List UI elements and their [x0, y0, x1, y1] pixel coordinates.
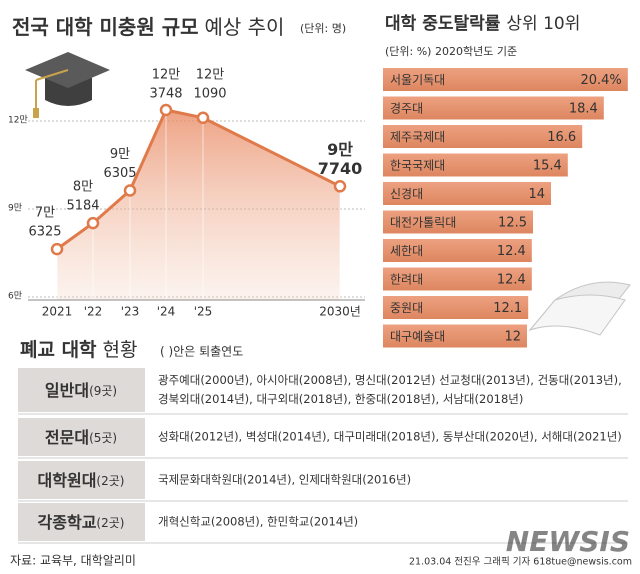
- category-label: 세한대: [390, 244, 423, 258]
- row-category: 대학원대: [38, 471, 97, 490]
- value-label: 14: [528, 187, 545, 202]
- row-category: 각종학교: [38, 513, 97, 532]
- value-label: 12.5: [498, 216, 527, 231]
- category-label: 중원대: [390, 301, 423, 315]
- value-label: 15.4: [533, 159, 562, 174]
- y-tick-label: 9만: [8, 203, 22, 214]
- bar: [383, 296, 529, 319]
- value-label: 7740: [318, 159, 363, 178]
- row-count: (2곳): [96, 516, 124, 530]
- row-label: 대학원대(2곳): [38, 471, 125, 490]
- chart-title: 대학 중도탈락률 상위 10위: [385, 13, 580, 34]
- row-label-box: [18, 418, 145, 456]
- row-count: (2곳): [96, 474, 124, 488]
- area: [57, 110, 340, 301]
- y-tick-label: 6만: [8, 291, 22, 302]
- row-schools: 광주예대(2000년), 아시아대(2008년), 명신대(2012년) 선교청…: [158, 373, 622, 387]
- point: [333, 180, 347, 193]
- row-schools: 개혁신학교(2008년), 한민학교(2014년): [158, 515, 358, 529]
- title-bold: 대학 중도탈락률: [385, 13, 501, 34]
- value-label: 1090: [193, 86, 226, 101]
- category-label: 제주국제대: [390, 130, 445, 144]
- chart-subtitle: (단위: %) 2020학년도 기준: [385, 45, 517, 58]
- x-tick-label: '24: [157, 305, 176, 319]
- row-schools: 경북외대(2014년), 대구외대(2018년), 한중대(2018년), 서남…: [158, 392, 523, 406]
- category-label: 경주대: [390, 102, 423, 116]
- value-label: 6305: [103, 166, 136, 181]
- row-count: (5곳): [89, 431, 117, 445]
- value-label: 18.4: [569, 102, 598, 117]
- value-label: 12.4: [497, 244, 526, 259]
- bar: [383, 182, 551, 205]
- category-label: 신경대: [390, 187, 423, 201]
- bar: [383, 210, 533, 234]
- value-label: 8만: [73, 180, 93, 195]
- category-label: 한국국제대: [390, 159, 445, 173]
- cap-icon: [25, 52, 110, 118]
- value-label: 12만: [152, 68, 181, 83]
- row-label-box: [18, 368, 145, 412]
- category-label: 대전가톨릭대: [390, 216, 456, 230]
- chart-title: 전국 대학 미충원 규모 예상 추이: [12, 15, 284, 39]
- x-tick-label: '25: [194, 305, 213, 319]
- x-tick-label: 2030년: [319, 305, 361, 319]
- value-label: 9만: [327, 140, 353, 159]
- row-label-box: [18, 503, 145, 541]
- bar: [383, 68, 628, 91]
- bar: [383, 153, 568, 177]
- value-label: 5184: [66, 199, 99, 214]
- bar: [383, 239, 532, 262]
- value-label: 12.1: [493, 301, 522, 316]
- row-schools: 성화대(2012년), 벽성대(2014년), 대구미래대(2018년), 동부…: [158, 430, 622, 444]
- chart-subtitle: (단위: 명): [300, 22, 346, 35]
- value-label: 20.4%: [580, 73, 621, 88]
- category-label: 서울기독대: [390, 73, 445, 87]
- row-label: 각종학교(2곳): [38, 513, 125, 532]
- x-tick-label: '23: [121, 305, 140, 319]
- category-label: 대구예술대: [390, 330, 445, 344]
- table-title: 폐교 대학 현황: [20, 339, 138, 361]
- value-label: 12: [504, 330, 521, 345]
- value-label: 9만: [110, 147, 130, 162]
- source: 자료: 교육부, 대학알리미: [10, 554, 136, 568]
- line: [56, 108, 341, 251]
- row-schools: 국제문화대학원대(2014년), 인제대학원대(2016년): [158, 473, 411, 487]
- bar: [383, 267, 532, 291]
- point: [123, 184, 137, 197]
- row-category: 전문대: [45, 428, 89, 447]
- title-regular: 예상 추이: [205, 15, 285, 39]
- point: [50, 242, 64, 256]
- bar: [383, 125, 583, 148]
- title-bold: 전국 대학 미충원 규모: [12, 15, 199, 39]
- value-label: 16.6: [547, 130, 576, 145]
- value-label: 6325: [28, 225, 61, 240]
- point: [86, 216, 100, 230]
- value-label: 7만: [35, 206, 55, 221]
- row-label: 전문대(5곳): [45, 428, 117, 447]
- title-bold: 폐교 대학: [20, 339, 97, 361]
- point: [159, 103, 173, 117]
- x-tick-label: 2021: [42, 305, 73, 319]
- table-note: ( )안은 퇴출연도: [160, 345, 243, 359]
- credit: 21.03.04 전진우 그래픽 기자 618tue@newsis.com: [409, 557, 632, 568]
- x-tick-label: '22: [84, 305, 103, 319]
- row-label: 일반대(9곳): [45, 381, 117, 400]
- row-label-box: [18, 461, 145, 499]
- bar: [383, 96, 604, 120]
- book-icon: [528, 281, 631, 336]
- bar: [383, 324, 527, 348]
- y-tick-label: 12만: [8, 115, 28, 126]
- value-label: 12만: [196, 67, 225, 82]
- value-label: 3748: [149, 87, 182, 102]
- row-count: (9곳): [89, 384, 117, 398]
- title-regular: 현황: [103, 339, 138, 361]
- row-category: 일반대: [45, 381, 89, 400]
- value-label: 12.4: [497, 273, 526, 288]
- point: [196, 111, 210, 125]
- title-regular: 상위 10위: [506, 14, 580, 34]
- watermark: NEWSIS: [506, 525, 630, 558]
- category-label: 한려대: [390, 273, 423, 287]
